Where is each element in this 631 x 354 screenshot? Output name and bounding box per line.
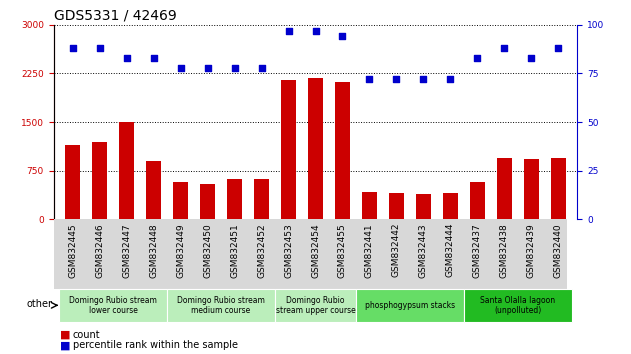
Bar <box>362 192 377 219</box>
Point <box>310 28 321 33</box>
FancyBboxPatch shape <box>275 289 356 322</box>
Point <box>445 76 456 82</box>
Bar <box>470 182 485 219</box>
Point <box>338 34 348 39</box>
Text: Santa Olalla lagoon
(unpolluted): Santa Olalla lagoon (unpolluted) <box>480 296 555 315</box>
Text: GSM832442: GSM832442 <box>392 223 401 278</box>
Text: Domingo Rubio
stream upper course: Domingo Rubio stream upper course <box>276 296 355 315</box>
Text: GSM832453: GSM832453 <box>284 223 293 278</box>
Bar <box>389 193 404 219</box>
Bar <box>200 184 215 219</box>
Text: GSM832452: GSM832452 <box>257 223 266 278</box>
Text: GSM832439: GSM832439 <box>527 223 536 278</box>
Point <box>365 76 375 82</box>
Bar <box>227 179 242 219</box>
Point <box>256 65 266 70</box>
Text: GSM832450: GSM832450 <box>203 223 212 278</box>
Bar <box>92 142 107 219</box>
Bar <box>119 122 134 219</box>
Bar <box>335 82 350 219</box>
Text: GSM832443: GSM832443 <box>419 223 428 278</box>
Bar <box>524 159 539 219</box>
FancyBboxPatch shape <box>464 289 572 322</box>
Point <box>499 45 509 51</box>
Text: count: count <box>73 330 100 339</box>
FancyBboxPatch shape <box>356 289 464 322</box>
Text: GSM832440: GSM832440 <box>554 223 563 278</box>
Text: GSM832446: GSM832446 <box>95 223 104 278</box>
Text: percentile rank within the sample: percentile rank within the sample <box>73 340 237 350</box>
Text: GSM832455: GSM832455 <box>338 223 347 278</box>
Point <box>526 55 536 61</box>
Point <box>203 65 213 70</box>
Point <box>418 76 428 82</box>
Bar <box>254 179 269 219</box>
Text: phosphogypsum stacks: phosphogypsum stacks <box>365 301 455 310</box>
Bar <box>65 145 80 219</box>
Bar <box>146 161 161 219</box>
Text: GSM832437: GSM832437 <box>473 223 482 278</box>
Point <box>230 65 240 70</box>
Text: GSM832448: GSM832448 <box>149 223 158 278</box>
Text: Domingo Rubio stream
medium course: Domingo Rubio stream medium course <box>177 296 265 315</box>
Point <box>283 28 293 33</box>
Point <box>473 55 483 61</box>
Point <box>68 45 78 51</box>
Text: ■: ■ <box>60 330 71 339</box>
Text: GSM832445: GSM832445 <box>68 223 77 278</box>
Bar <box>416 194 431 219</box>
Text: ■: ■ <box>60 340 71 350</box>
Point <box>95 45 105 51</box>
Text: other: other <box>27 299 52 309</box>
Bar <box>281 80 296 219</box>
Text: GSM832438: GSM832438 <box>500 223 509 278</box>
Text: GSM832441: GSM832441 <box>365 223 374 278</box>
Text: GSM832444: GSM832444 <box>446 223 455 278</box>
Text: GSM832449: GSM832449 <box>176 223 185 278</box>
Point <box>175 65 186 70</box>
Bar <box>173 182 188 219</box>
Point <box>553 45 563 51</box>
Text: GSM832447: GSM832447 <box>122 223 131 278</box>
FancyBboxPatch shape <box>59 289 167 322</box>
Bar <box>497 158 512 219</box>
Point <box>148 55 158 61</box>
Text: GDS5331 / 42469: GDS5331 / 42469 <box>54 8 177 22</box>
Text: GSM832454: GSM832454 <box>311 223 320 278</box>
FancyBboxPatch shape <box>54 219 567 289</box>
Point <box>122 55 132 61</box>
Point <box>391 76 401 82</box>
Text: GSM832451: GSM832451 <box>230 223 239 278</box>
Text: Domingo Rubio stream
lower course: Domingo Rubio stream lower course <box>69 296 157 315</box>
Bar <box>551 158 566 219</box>
Bar <box>308 78 323 219</box>
Bar <box>443 193 458 219</box>
FancyBboxPatch shape <box>167 289 275 322</box>
